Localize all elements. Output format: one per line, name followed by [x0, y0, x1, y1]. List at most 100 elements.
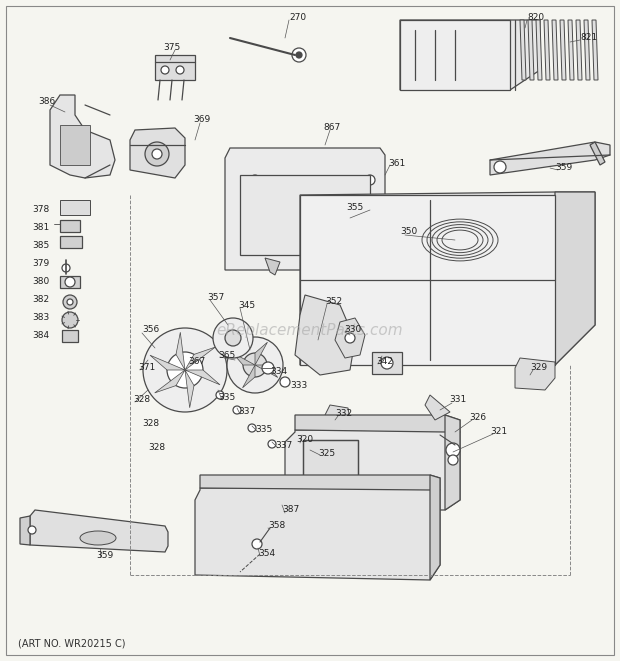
- Circle shape: [161, 66, 169, 74]
- Text: 270: 270: [289, 13, 306, 22]
- Text: 385: 385: [32, 241, 49, 251]
- Text: 328: 328: [148, 444, 165, 453]
- Circle shape: [268, 440, 276, 448]
- Circle shape: [225, 330, 241, 346]
- Circle shape: [248, 424, 256, 432]
- Text: 335: 335: [255, 426, 272, 434]
- Polygon shape: [185, 370, 220, 385]
- Polygon shape: [155, 55, 195, 80]
- Circle shape: [233, 406, 241, 414]
- Polygon shape: [265, 258, 280, 275]
- Bar: [372, 352, 402, 374]
- Polygon shape: [515, 358, 555, 390]
- Polygon shape: [255, 342, 267, 365]
- Text: 378: 378: [32, 206, 49, 215]
- Polygon shape: [20, 516, 30, 545]
- Circle shape: [381, 357, 393, 369]
- Polygon shape: [335, 318, 365, 358]
- Text: 359: 359: [555, 163, 572, 173]
- Circle shape: [145, 142, 169, 166]
- Text: 359: 359: [96, 551, 113, 559]
- Bar: [60, 276, 80, 288]
- Text: 383: 383: [32, 313, 49, 323]
- Polygon shape: [295, 295, 355, 375]
- Polygon shape: [430, 475, 440, 580]
- Polygon shape: [400, 20, 510, 90]
- Circle shape: [292, 48, 306, 62]
- Polygon shape: [592, 20, 598, 80]
- Polygon shape: [130, 128, 185, 178]
- Circle shape: [250, 175, 260, 185]
- Polygon shape: [345, 252, 360, 265]
- Polygon shape: [185, 347, 215, 370]
- Circle shape: [306, 253, 320, 267]
- Polygon shape: [590, 142, 605, 165]
- Polygon shape: [60, 220, 80, 232]
- Text: 332: 332: [335, 410, 352, 418]
- Circle shape: [494, 161, 506, 173]
- Polygon shape: [60, 125, 90, 165]
- Text: 380: 380: [32, 278, 49, 286]
- Circle shape: [262, 362, 274, 374]
- Polygon shape: [295, 415, 460, 432]
- Text: 387: 387: [282, 506, 299, 514]
- Text: 379: 379: [32, 260, 49, 268]
- Text: 354: 354: [258, 549, 275, 559]
- Text: 365: 365: [218, 350, 235, 360]
- Polygon shape: [445, 415, 460, 510]
- Polygon shape: [520, 20, 526, 80]
- Polygon shape: [544, 20, 550, 80]
- Circle shape: [448, 455, 458, 465]
- Polygon shape: [195, 488, 440, 580]
- Polygon shape: [584, 20, 590, 80]
- Polygon shape: [50, 95, 115, 178]
- Polygon shape: [552, 20, 558, 80]
- Circle shape: [143, 328, 227, 412]
- Circle shape: [365, 245, 375, 255]
- Polygon shape: [225, 148, 385, 270]
- Circle shape: [252, 539, 262, 549]
- Polygon shape: [200, 475, 440, 490]
- Polygon shape: [568, 20, 574, 80]
- Text: 367: 367: [188, 358, 205, 366]
- Text: 358: 358: [268, 522, 285, 531]
- Text: 329: 329: [530, 364, 547, 373]
- Text: 352: 352: [325, 297, 342, 307]
- Text: 337: 337: [238, 407, 255, 416]
- Text: 342: 342: [376, 358, 393, 366]
- Text: 333: 333: [290, 381, 308, 389]
- Text: 335: 335: [218, 393, 235, 403]
- Circle shape: [167, 352, 203, 388]
- Text: 334: 334: [270, 368, 287, 377]
- Polygon shape: [30, 510, 168, 552]
- Text: 325: 325: [318, 449, 335, 457]
- Circle shape: [345, 333, 355, 343]
- Circle shape: [250, 210, 260, 220]
- Bar: [303, 440, 358, 485]
- Ellipse shape: [80, 531, 116, 545]
- Bar: [303, 440, 358, 485]
- Polygon shape: [242, 365, 255, 388]
- Text: 369: 369: [193, 116, 210, 124]
- Polygon shape: [560, 20, 566, 80]
- Text: 345: 345: [238, 301, 255, 311]
- Circle shape: [250, 245, 260, 255]
- Text: 381: 381: [32, 223, 49, 233]
- Text: 337: 337: [275, 442, 292, 451]
- Circle shape: [67, 299, 73, 305]
- Polygon shape: [60, 236, 82, 248]
- Text: 356: 356: [142, 325, 159, 334]
- Text: 820: 820: [527, 13, 544, 22]
- Circle shape: [227, 337, 283, 393]
- Text: 331: 331: [449, 395, 466, 405]
- Circle shape: [243, 353, 267, 377]
- Polygon shape: [300, 192, 595, 365]
- Polygon shape: [300, 195, 555, 365]
- Circle shape: [28, 526, 36, 534]
- Text: 386: 386: [38, 98, 55, 106]
- Polygon shape: [62, 330, 78, 342]
- Polygon shape: [425, 395, 450, 420]
- Circle shape: [296, 52, 302, 58]
- Polygon shape: [490, 142, 610, 175]
- Polygon shape: [528, 20, 534, 80]
